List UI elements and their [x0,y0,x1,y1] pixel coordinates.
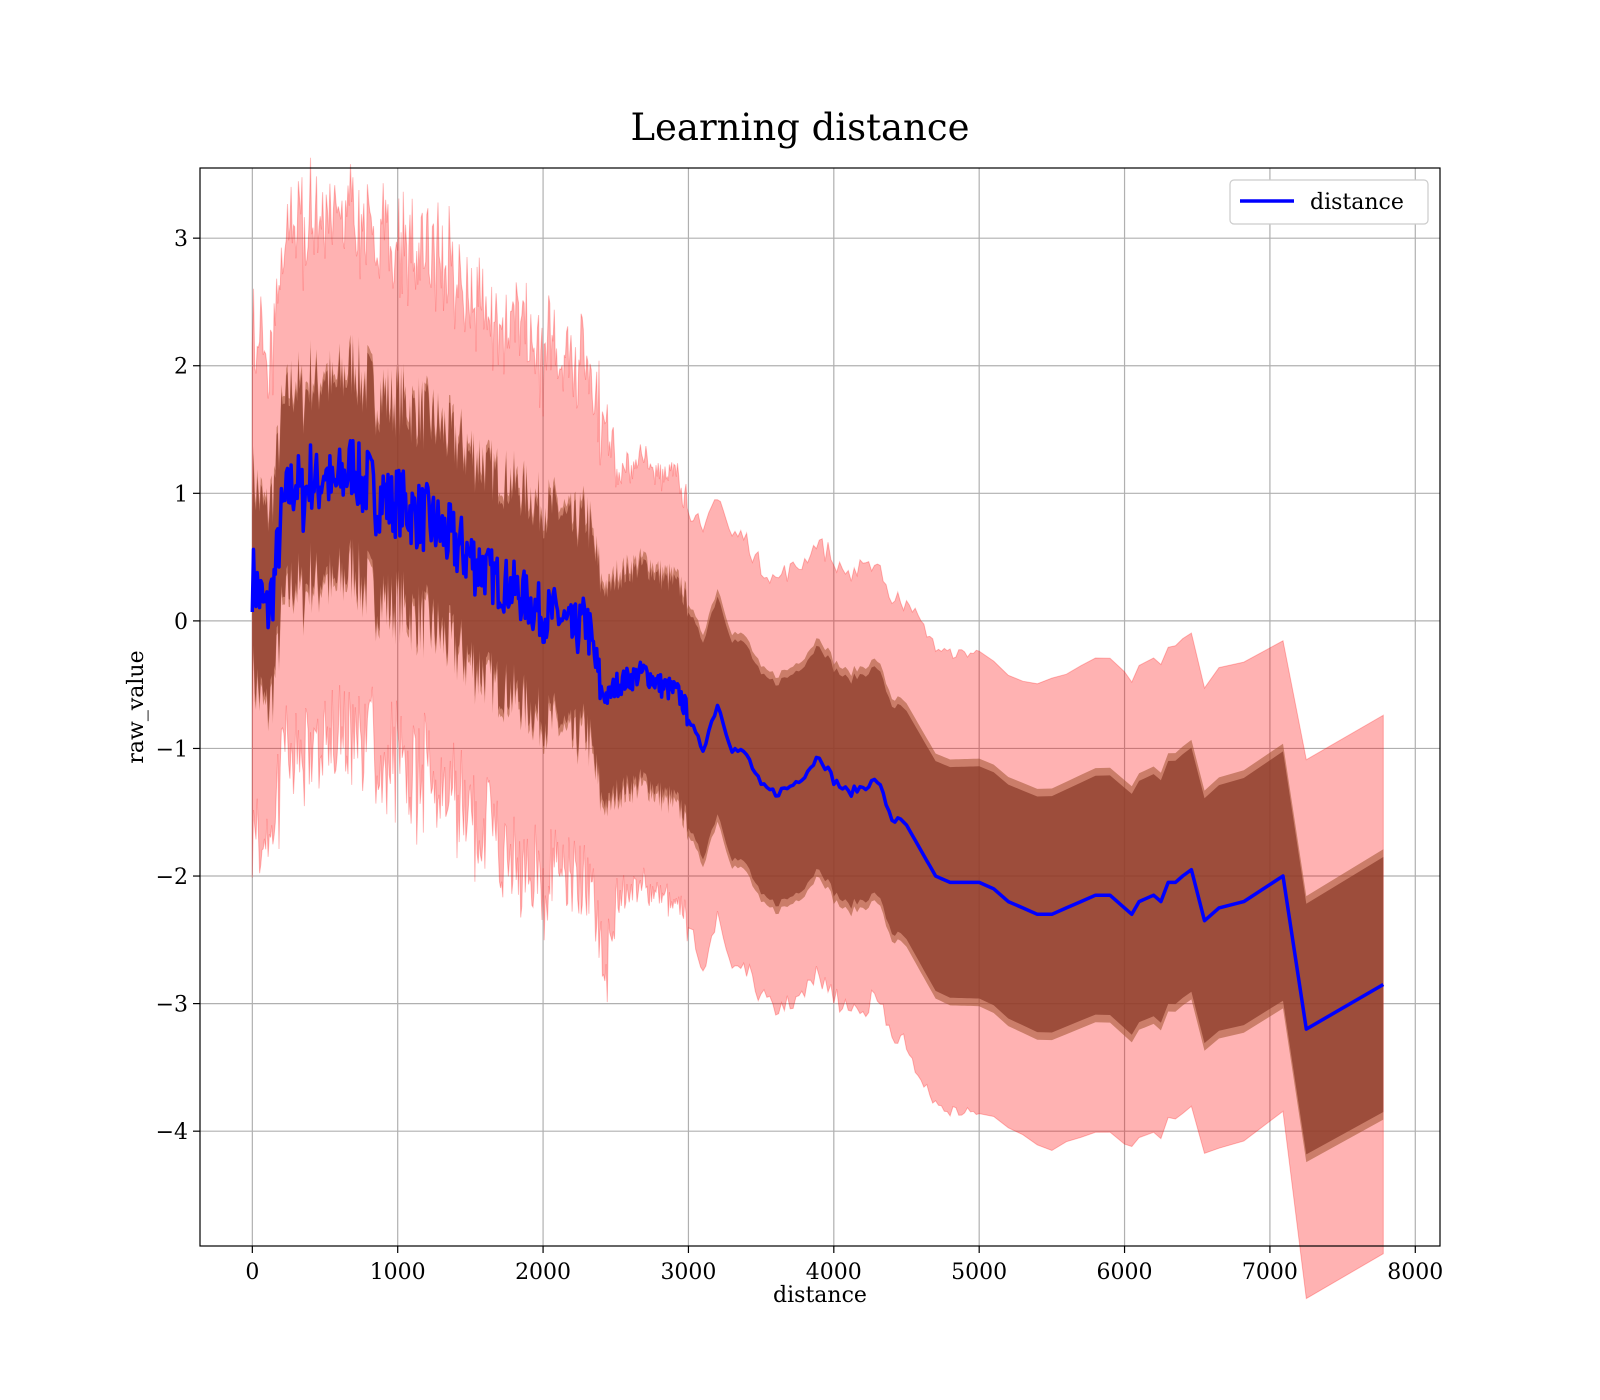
x-tick-label: 6000 [1097,1260,1153,1285]
x-tick-label: 3000 [660,1260,716,1285]
y-tick-label: 2 [174,355,188,380]
y-tick-label: 1 [174,482,188,507]
y-tick-label: −1 [156,737,188,762]
legend-label-distance: distance [1310,190,1404,215]
x-tick-label: 0 [245,1260,259,1285]
y-tick-label: −2 [156,865,188,890]
plot-area [199,157,1441,1300]
y-tick-label: 3 [174,227,188,252]
legend: distance [1229,179,1429,225]
y-tick-label: −3 [156,993,188,1018]
y-axis-label: raw_value [124,650,149,763]
series-layer [250,438,1385,1031]
x-tick-label: 2000 [515,1260,571,1285]
y-tick-label: 0 [174,610,188,635]
x-tick-label: 4000 [806,1260,862,1285]
x-axis-label: distance [773,1283,867,1308]
x-tick-label: 8000 [1387,1260,1443,1285]
x-tick-label: 1000 [370,1260,426,1285]
plot-frame [199,167,1441,1247]
legend-box [1229,179,1429,225]
x-axis-ticks: 0 1000 2000 3000 4000 5000 6000 7000 8000 [245,1246,1443,1285]
chart-title: Learning distance [630,106,969,149]
uncertainty-bands [251,157,1384,1300]
x-tick-label: 7000 [1242,1260,1298,1285]
series-line-distance [250,438,1385,1031]
x-tick-label: 5000 [951,1260,1007,1285]
y-axis-ticks: 3 2 1 0 −1 −2 −3 −4 [156,227,200,1145]
y-tick-label: −4 [156,1120,188,1145]
inner-uncertainty-band [252,342,1384,1155]
